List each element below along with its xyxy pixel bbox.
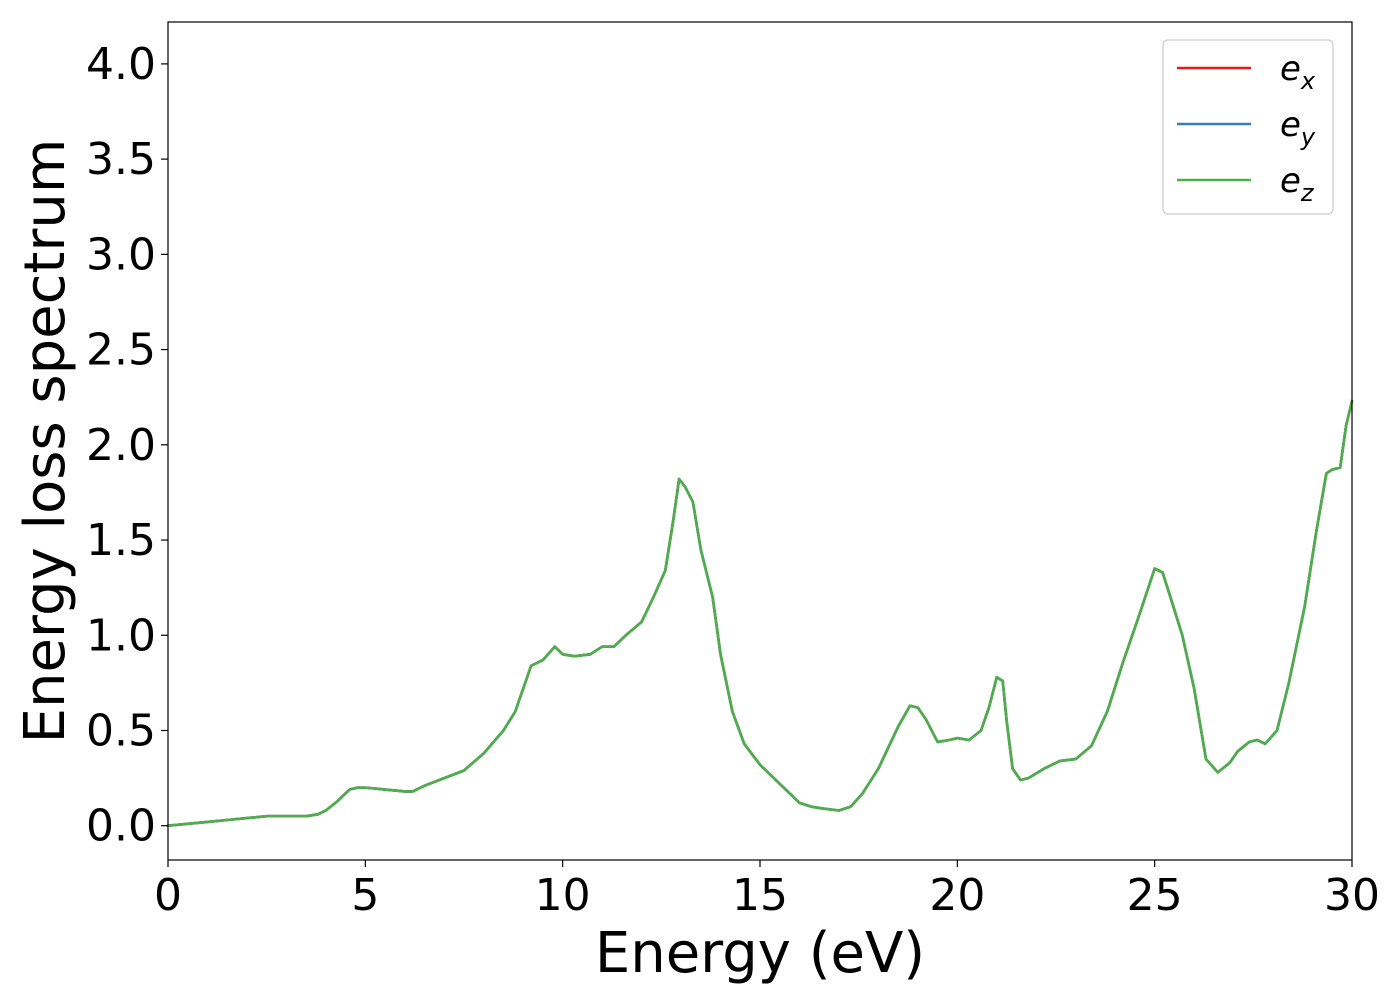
y-axis-title: Energy loss spectrum [13, 139, 78, 744]
y-tick-label: 0.0 [86, 801, 156, 852]
series-layer [166, 399, 1354, 828]
x-tick-label: 5 [351, 870, 379, 921]
y-tick-label: 3.0 [86, 229, 156, 280]
y-axis-ticks: 0.0 0.5 1.0 1.5 2.0 2.5 3.0 3.5 4.0 [86, 39, 168, 852]
x-tick-label: 10 [535, 870, 591, 921]
x-tick-label: 15 [732, 870, 788, 921]
x-tick-label: 25 [1127, 870, 1183, 921]
x-tick-label: 30 [1324, 870, 1380, 921]
y-tick-label: 2.0 [86, 420, 156, 471]
x-axis-title: Energy (eV) [595, 921, 925, 986]
x-tick-label: 20 [929, 870, 985, 921]
y-tick-label: 1.0 [86, 610, 156, 661]
x-axis-ticks: 0 5 10 15 20 25 30 [154, 860, 1380, 921]
x-tick-label: 0 [154, 870, 182, 921]
y-tick-label: 4.0 [86, 39, 156, 90]
legend-box [1162, 39, 1334, 215]
y-tick-label: 3.5 [86, 134, 156, 185]
legend-label-y: ey [1280, 105, 1316, 151]
series-line-z [166, 399, 1354, 828]
y-tick-label: 0.5 [86, 705, 156, 756]
y-tick-label: 1.5 [86, 515, 156, 566]
legend: ex ey ez [1162, 39, 1334, 215]
y-tick-label: 2.5 [86, 325, 156, 376]
legend-label-z: ez [1280, 161, 1315, 207]
legend-label-x: ex [1280, 49, 1316, 95]
